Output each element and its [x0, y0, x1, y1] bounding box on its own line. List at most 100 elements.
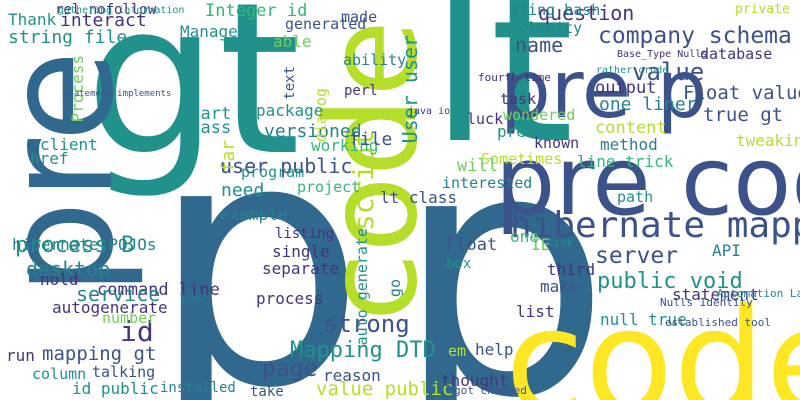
- word-one-liner: one liner: [599, 94, 697, 115]
- word-content: content: [595, 118, 667, 138]
- word-public-void: public void: [597, 269, 743, 294]
- word-box: box: [446, 256, 472, 272]
- word-output: output: [595, 78, 657, 98]
- word-hold: hold: [40, 270, 79, 289]
- word-p: p: [395, 77, 611, 400]
- word-code: code: [505, 278, 800, 400]
- word-true-gt: true gt: [703, 104, 784, 126]
- word-line-trick: line trick: [577, 152, 674, 171]
- word-lt: lt: [430, 0, 575, 191]
- word-project: project: [297, 178, 361, 196]
- word-listing: listing: [275, 226, 335, 242]
- word-integer-id: Integer id: [205, 1, 308, 21]
- word-rel-nofollow: rel nofollow: [55, 2, 157, 18]
- word-strong: strong: [323, 310, 410, 338]
- word-sometimes: Sometimes: [481, 150, 563, 168]
- word-user-public: user public: [220, 154, 353, 178]
- word-go: go: [386, 279, 404, 298]
- word-vob: VOB: [180, 291, 202, 305]
- word-gt: gt: [85, 0, 301, 202]
- word-versioned: versioned: [264, 121, 362, 142]
- word-client: client: [40, 135, 98, 154]
- word-tweaking: tweaking: [736, 131, 800, 150]
- word-using-bash: using bash: [510, 1, 601, 19]
- word-task: task: [500, 90, 537, 108]
- word-wondered: wondered: [503, 106, 576, 124]
- word-number: number: [102, 309, 157, 327]
- word-start: start: [180, 104, 232, 124]
- word-established-tool: established tool: [665, 316, 771, 329]
- word-company-schema: company schema: [598, 23, 792, 49]
- word-package: package: [256, 101, 324, 120]
- word-got-changed: got changed: [454, 384, 527, 397]
- word-take: take: [250, 384, 284, 400]
- word-page: page: [262, 356, 318, 382]
- word-class: class: [180, 118, 232, 138]
- word-one: one: [510, 227, 539, 246]
- word-em: em: [448, 342, 467, 360]
- word-single: single: [272, 242, 330, 261]
- word-command-line: command line: [97, 280, 220, 300]
- word-java-io: java io: [408, 106, 451, 117]
- word-reason: reason: [323, 366, 381, 385]
- word-fourth-time: fourth time: [478, 71, 551, 84]
- word-string-file: string file: [8, 27, 128, 48]
- word-mapping-gt: mapping gt: [42, 343, 157, 365]
- word-prefer: prefer: [497, 122, 555, 141]
- word-example: example: [220, 205, 288, 224]
- word-ability: ability: [343, 51, 407, 69]
- word-rather-crude: rather crude: [596, 65, 669, 76]
- word-value: value: [632, 58, 705, 86]
- word-question: question: [538, 1, 635, 25]
- word-clarity: clarity: [519, 19, 583, 37]
- word-hibernate-pojos: hibernate POJOs: [12, 235, 157, 254]
- word-null-true: null true: [600, 310, 687, 329]
- word-working: working: [311, 136, 379, 155]
- word-program: program: [241, 163, 305, 181]
- word-link: link: [547, 236, 574, 249]
- word-process-b: process B: [15, 233, 135, 258]
- word-id-public: id public: [72, 379, 159, 398]
- word-able: able: [273, 32, 312, 51]
- word-auto-generate: auto generate: [353, 228, 371, 346]
- word-autogenerate: autogenerate: [52, 298, 168, 317]
- word-perl: perl: [344, 83, 378, 99]
- word-nulls-identity: Nulls Identity: [660, 296, 753, 309]
- word-server: server: [595, 243, 679, 269]
- word-made: made: [341, 8, 378, 26]
- word-method: method: [600, 135, 658, 154]
- word-managed: Managed: [180, 22, 248, 41]
- word-text: text: [282, 66, 298, 100]
- word-private: private: [735, 2, 790, 17]
- word-statement-implements: Statement implements: [63, 89, 172, 99]
- word-file: file: [349, 129, 393, 150]
- word-process: process: [256, 289, 324, 308]
- word-third: third: [547, 260, 596, 279]
- word-will: will: [457, 156, 498, 176]
- word-service: service: [76, 282, 161, 306]
- word-pre-p: pre p: [500, 43, 708, 136]
- word-p: p: [150, 67, 366, 400]
- word-generated: generated: [285, 15, 367, 33]
- word-luck: luck: [467, 110, 504, 128]
- word-id: id: [120, 315, 154, 348]
- word-thank: Thank: [8, 10, 57, 29]
- word-talking: talking: [92, 363, 156, 381]
- word-float: Float: [446, 235, 498, 255]
- word-hibernate-mapping: hibernate mapping: [510, 205, 800, 246]
- word-desktop: desktop: [26, 257, 111, 281]
- word-interact: interact: [60, 10, 147, 31]
- word-separate: separate: [262, 259, 340, 278]
- word-pre-code: pre code: [495, 127, 800, 237]
- word-installed: installed: [160, 380, 236, 396]
- word-href: href: [30, 149, 69, 168]
- word-thought: thought: [441, 371, 509, 390]
- word-known: known: [534, 134, 580, 152]
- word-api: API: [712, 241, 741, 260]
- word-base-type-nulls: Base_Type Nulls: [617, 49, 708, 60]
- word-mapping-dtd: Mapping DTD: [290, 338, 436, 363]
- word-gathering-information: gathering information: [58, 5, 185, 16]
- word-help: help: [475, 340, 514, 359]
- word-float-value: Float value: [683, 82, 800, 104]
